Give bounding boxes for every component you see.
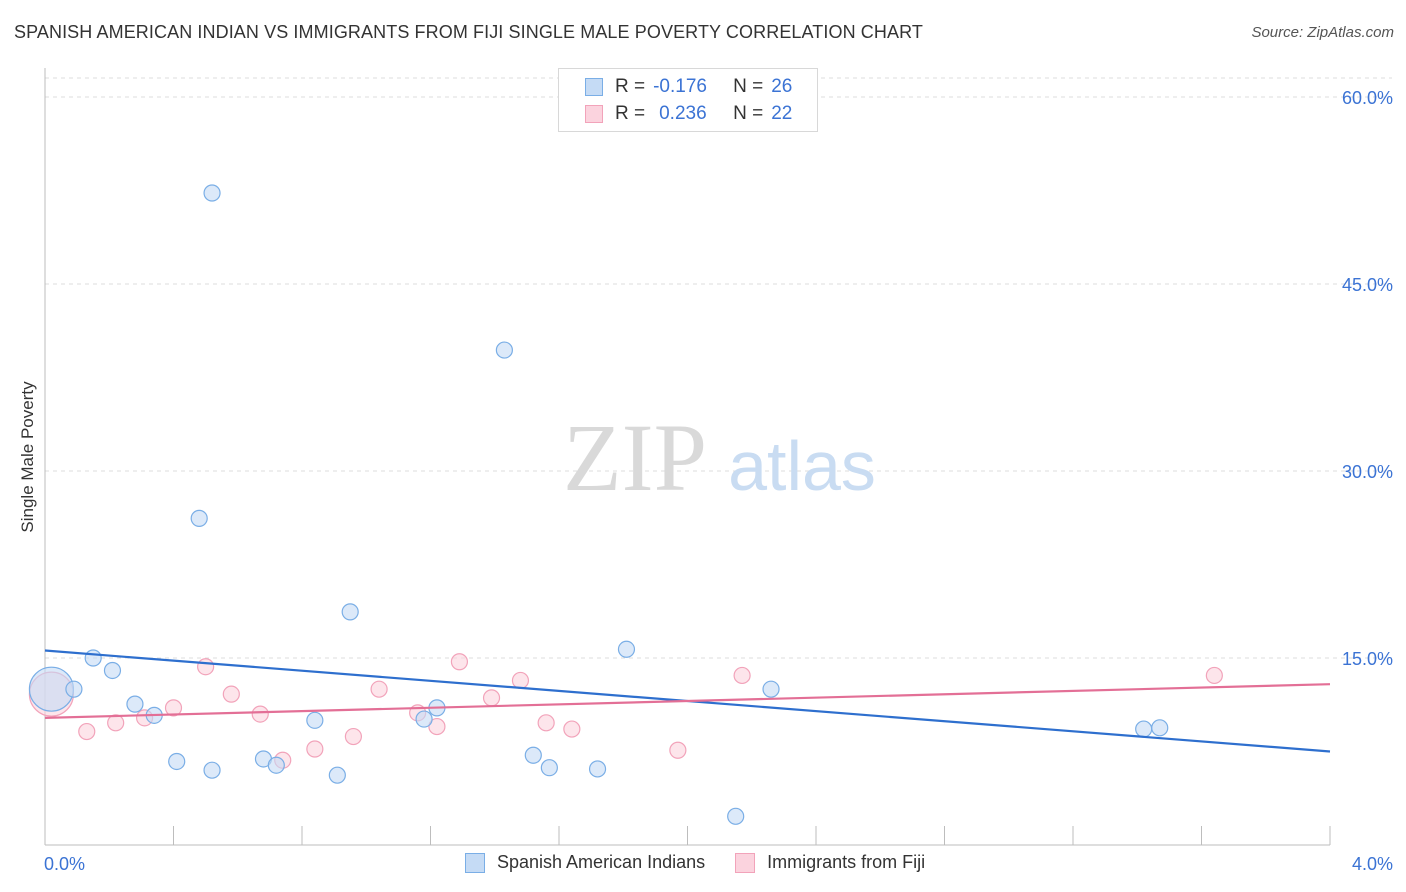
point-spanish-american-indians — [267, 756, 285, 774]
legend-swatch-blue — [585, 78, 603, 96]
y-tick-label: 60.0% — [1342, 88, 1393, 108]
point-spanish-american-indians — [1151, 719, 1169, 737]
y-tick-label: 15.0% — [1342, 649, 1393, 669]
point-spanish-american-indians — [328, 766, 346, 784]
point-spanish-american-indians — [1135, 720, 1153, 738]
point-immigrants-from-fiji — [344, 727, 362, 746]
point-immigrants-from-fiji — [563, 720, 581, 738]
trend-line-immigrants-from-fiji — [44, 683, 1331, 719]
point-immigrants-from-fiji — [669, 741, 687, 759]
trend-lines — [44, 649, 1331, 753]
y-axis-label: Single Male Poverty — [18, 381, 37, 533]
legend-swatch-blue — [465, 852, 485, 873]
chart-title: SPANISH AMERICAN INDIAN VS IMMIGRANTS FR… — [14, 22, 923, 42]
point-immigrants-from-fiji — [450, 653, 469, 671]
point-spanish-american-indians — [190, 509, 208, 527]
stats-legend: R = -0.176 N = 26 R = 0.236 N = 22 — [558, 68, 818, 132]
point-spanish-american-indians — [203, 184, 221, 202]
point-immigrants-from-fiji — [107, 714, 125, 732]
point-immigrants-from-fiji — [306, 740, 324, 758]
point-spanish-american-indians — [727, 807, 745, 825]
legend-r-label: R = — [615, 76, 646, 97]
point-immigrants-from-fiji — [733, 666, 751, 685]
legend-item-spanish-american-indians[interactable]: Spanish American Indians — [465, 852, 705, 873]
legend-label-series2: Immigrants from Fiji — [767, 852, 926, 872]
point-spanish-american-indians — [126, 695, 144, 713]
legend-row-series1: R = -0.176 N = 26 — [585, 75, 792, 99]
point-immigrants-from-fiji — [511, 671, 530, 690]
legend-n-value-series1: 26 — [771, 76, 793, 97]
legend-r-value-series1: -0.176 — [653, 76, 707, 97]
point-immigrants-from-fiji — [78, 722, 96, 741]
point-immigrants-from-fiji — [428, 717, 446, 736]
legend-swatch-pink — [735, 852, 756, 873]
watermark-zip: ZIP — [563, 404, 707, 511]
source-credit: Source: ZipAtlas.com — [1251, 24, 1394, 41]
y-tick-label: 30.0% — [1342, 462, 1393, 482]
point-spanish-american-indians — [341, 603, 359, 621]
data-points — [28, 184, 1223, 825]
point-spanish-american-indians — [168, 752, 186, 771]
series-legend: Spanish American Indians Immigrants from… — [465, 852, 955, 873]
legend-row-series2: R = 0.236 N = 22 — [585, 102, 792, 126]
legend-n-label: N = — [733, 103, 764, 124]
point-immigrants-from-fiji — [197, 658, 215, 676]
point-spanish-american-indians — [65, 680, 83, 698]
watermark-atlas: atlas — [728, 427, 876, 505]
point-immigrants-from-fiji — [370, 680, 388, 698]
point-immigrants-from-fiji — [482, 689, 501, 707]
point-spanish-american-indians — [617, 640, 636, 658]
point-spanish-american-indians — [103, 661, 122, 680]
point-spanish-american-indians — [306, 711, 324, 729]
legend-r-label: R = — [615, 103, 646, 124]
legend-item-immigrants-from-fiji[interactable]: Immigrants from Fiji — [735, 852, 925, 873]
legend-n-label: N = — [733, 76, 764, 97]
grid-lines — [45, 77, 1392, 659]
y-tick-label: 45.0% — [1342, 275, 1393, 295]
point-spanish-american-indians — [588, 760, 607, 778]
tick-labels: 15.0% 30.0% 45.0% 60.0% 0.0% 4.0% — [44, 88, 1393, 874]
point-immigrants-from-fiji — [251, 705, 269, 723]
point-immigrants-from-fiji — [222, 685, 240, 703]
point-immigrants-from-fiji — [537, 714, 555, 732]
x-tick-label: 4.0% — [1352, 854, 1393, 874]
legend-label-series1: Spanish American Indians — [497, 852, 706, 872]
watermark: ZIP atlas — [563, 404, 876, 511]
point-spanish-american-indians — [540, 759, 558, 777]
point-immigrants-from-fiji — [164, 699, 183, 717]
point-immigrants-from-fiji — [1205, 666, 1223, 685]
point-spanish-american-indians — [495, 341, 513, 359]
point-spanish-american-indians — [415, 710, 433, 728]
x-tick-label: 0.0% — [44, 854, 85, 874]
point-spanish-american-indians — [84, 649, 102, 667]
point-spanish-american-indians — [762, 680, 780, 698]
point-spanish-american-indians — [524, 746, 542, 764]
point-spanish-american-indians — [203, 761, 221, 779]
legend-r-value-series2: 0.236 — [659, 103, 707, 124]
legend-swatch-pink — [585, 105, 603, 123]
legend-n-value-series2: 22 — [771, 103, 793, 124]
